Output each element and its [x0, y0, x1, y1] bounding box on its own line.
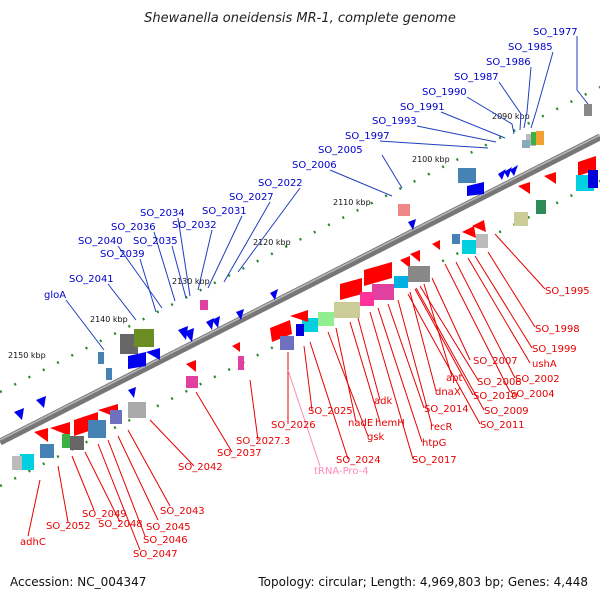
gene-label[interactable]: SO_2006 — [292, 160, 337, 171]
gene-label[interactable]: SO_1991 — [400, 102, 445, 113]
map-title: Shewanella oneidensis MR-1, complete gen… — [144, 11, 456, 26]
tick-label: 2150 kbp — [8, 351, 46, 360]
gene-label[interactable]: SO_2041 — [69, 274, 114, 285]
gene-label[interactable]: SO_1998 — [535, 324, 580, 335]
gene-label[interactable]: SO_2046 — [143, 535, 188, 546]
upper-strand-genes — [14, 104, 592, 420]
genome-summary: Topology: circular; Length: 4,969,803 bp… — [258, 575, 588, 589]
gene-label[interactable]: nadE — [348, 418, 373, 429]
gene-label[interactable]: SO_2036 — [111, 222, 156, 233]
tick-label: 2090 kbp — [492, 112, 530, 121]
gene-label[interactable]: SO_2017 — [412, 455, 457, 466]
gene-label[interactable]: SO_2022 — [258, 178, 303, 189]
gene-label[interactable]: SO_1993 — [372, 116, 417, 127]
trna-label[interactable]: tRNA-Pro-4 — [314, 466, 369, 477]
gene-label[interactable]: SO_2049 — [82, 509, 127, 520]
gene-label[interactable]: hemH — [375, 418, 405, 429]
gene-label[interactable]: SO_2024 — [336, 455, 381, 466]
upper-gene-labels: SO_1977 SO_1985 SO_1986 SO_1987 SO_1990 … — [44, 27, 578, 301]
gene-label[interactable]: SO_1995 — [545, 286, 590, 297]
accession-text: Accession: NC_004347 — [10, 575, 147, 589]
lower-gene-labels: SO_1995 SO_1998 SO_1999 ushA SO_2002 SO_… — [20, 286, 590, 560]
gene-label[interactable]: SO_1990 — [422, 87, 467, 98]
gene-label[interactable]: SO_2052 — [46, 521, 91, 532]
gene-label[interactable]: SO_2043 — [160, 506, 205, 517]
gene-label[interactable]: SO_2009 — [484, 406, 529, 417]
gene-label[interactable]: htpG — [422, 438, 446, 449]
tick-label: 2110 kbp — [333, 198, 371, 207]
lower-strand-genes — [12, 156, 598, 470]
gene-label[interactable]: SO_1997 — [345, 131, 390, 142]
gene-label[interactable]: SO_2004 — [510, 389, 555, 400]
tick-label: 2140 kbp — [90, 315, 128, 324]
gene-label[interactable]: SO_2027.3 — [236, 436, 290, 447]
gene-label[interactable]: SO_2010 — [473, 391, 518, 402]
gene-label[interactable]: SO_1987 — [454, 72, 499, 83]
gene-label[interactable]: SO_2032 — [172, 220, 217, 231]
gene-label[interactable]: SO_2011 — [480, 420, 525, 431]
gene-label[interactable]: SO_1977 — [533, 27, 578, 38]
gene-label[interactable]: SO_2039 — [100, 249, 145, 260]
gene-label[interactable]: SO_2042 — [178, 462, 223, 473]
gene-label[interactable]: adhC — [20, 537, 46, 548]
gene-label[interactable]: SO_2048 — [98, 519, 143, 530]
gene-label[interactable]: SO_2005 — [318, 145, 363, 156]
gene-label[interactable]: SO_2007 — [473, 356, 518, 367]
gene-label[interactable]: apt — [446, 373, 462, 384]
gene-label[interactable]: SO_2035 — [133, 236, 178, 247]
gene-label[interactable]: SO_1985 — [508, 42, 553, 53]
gene-label[interactable]: adk — [374, 396, 392, 407]
gene-label[interactable]: SO_2037 — [217, 448, 262, 459]
gene-label[interactable]: gloA — [44, 290, 66, 301]
gene-label[interactable]: SO_2008 — [477, 377, 522, 388]
tick-label: 2120 kbp — [253, 238, 291, 247]
gene-label[interactable]: ushA — [532, 359, 557, 370]
gene-label[interactable]: SO_2040 — [78, 236, 123, 247]
gene-label[interactable]: recR — [430, 422, 453, 433]
gene-label[interactable]: SO_2026 — [271, 420, 316, 431]
gene-label[interactable]: gsk — [367, 432, 385, 443]
gene-label[interactable]: SO_1999 — [532, 344, 577, 355]
gene-label[interactable]: dnaX — [435, 387, 461, 398]
gene-label[interactable]: SO_2045 — [146, 522, 191, 533]
gene-label[interactable]: SO_2014 — [424, 404, 469, 415]
scale-ticks: 2090 kbp 2100 kbp 2110 kbp 2120 kbp 2130… — [8, 112, 530, 360]
gene-label[interactable]: SO_2031 — [202, 206, 247, 217]
gene-label[interactable]: SO_2025 — [308, 406, 353, 417]
gene-label[interactable]: SO_2047 — [133, 549, 178, 560]
gene-label[interactable]: SO_2027 — [229, 192, 274, 203]
gene-label[interactable]: SO_1986 — [486, 57, 531, 68]
leader-lines — [27, 36, 589, 551]
genome-backbone — [0, 133, 600, 446]
tick-label: 2130 kbp — [172, 277, 210, 286]
tick-label: 2100 kbp — [412, 155, 450, 164]
gene-label[interactable]: SO_2002 — [515, 374, 560, 385]
gene-label[interactable]: SO_2034 — [140, 208, 185, 219]
